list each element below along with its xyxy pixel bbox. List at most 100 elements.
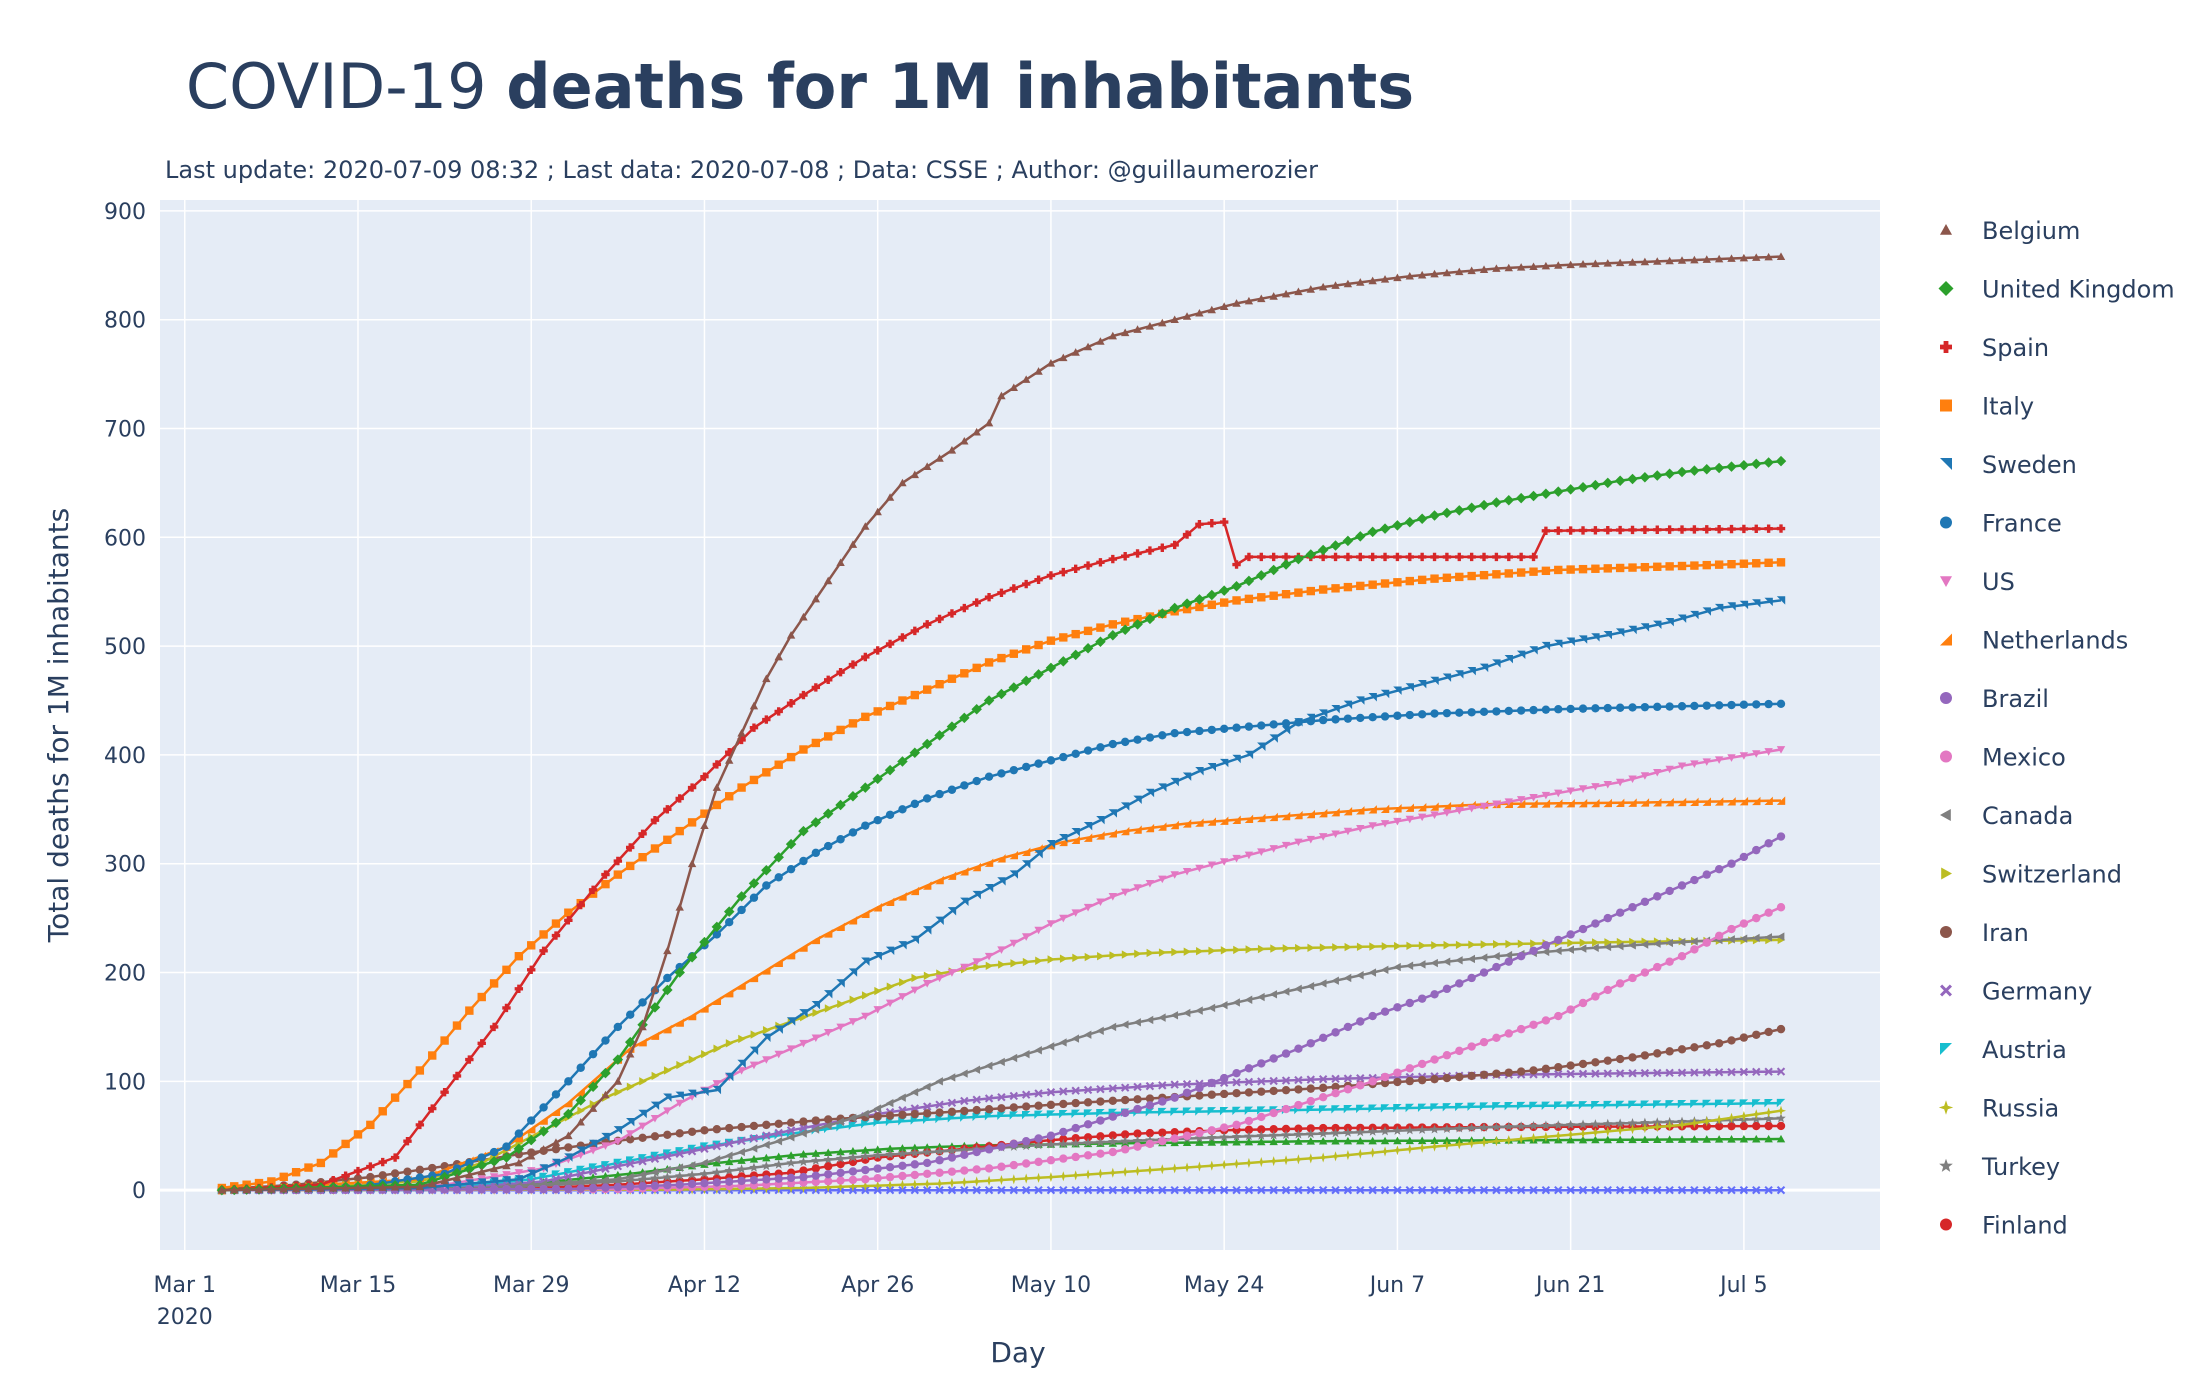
data-point	[1380, 965, 1389, 975]
data-point	[1293, 1154, 1304, 1165]
data-point	[1540, 1131, 1551, 1142]
legend-item[interactable]: France	[1940, 510, 2062, 538]
data-point	[885, 999, 895, 1008]
legend-item[interactable]: Iran	[1940, 919, 2029, 947]
data-point	[626, 1172, 634, 1182]
data-point	[1244, 1106, 1254, 1115]
data-point	[947, 674, 957, 683]
data-point	[1430, 269, 1439, 278]
x-tick-label: May 10	[1011, 1273, 1091, 1298]
data-point	[737, 1156, 746, 1164]
series-lines	[216, 252, 1787, 1196]
data-point	[1158, 1185, 1167, 1195]
data-point	[1628, 563, 1637, 572]
data-point	[960, 1106, 969, 1116]
legend-item[interactable]: Russia	[1938, 1095, 2059, 1123]
data-point	[824, 1121, 832, 1130]
data-point	[799, 1150, 808, 1158]
data-point	[1343, 1022, 1353, 1032]
data-point	[1690, 1099, 1699, 1109]
legend-item[interactable]: Netherlands	[1940, 627, 2128, 655]
data-point	[1394, 941, 1402, 951]
data-point	[1714, 1068, 1724, 1077]
data-point	[1702, 607, 1711, 616]
data-point	[1294, 1185, 1303, 1195]
data-point	[1108, 1084, 1118, 1093]
legend-item[interactable]: Italy	[1940, 393, 2034, 421]
data-point	[1096, 816, 1105, 825]
data-point	[1430, 709, 1439, 718]
data-point	[1578, 785, 1588, 793]
data-point	[1182, 867, 1192, 876]
data-point	[489, 1177, 499, 1186]
data-point	[1182, 312, 1192, 320]
data-point	[1368, 276, 1377, 285]
data-point	[1714, 1121, 1724, 1131]
data-point	[1120, 552, 1130, 561]
data-point	[824, 675, 833, 685]
data-point	[1690, 937, 1698, 946]
legend-item[interactable]: Mexico	[1940, 744, 2066, 772]
data-point	[1640, 562, 1650, 572]
data-point	[1281, 1124, 1291, 1134]
data-point	[1195, 1091, 1204, 1100]
data-point	[1083, 833, 1093, 842]
data-point	[1405, 271, 1414, 280]
data-point	[1195, 520, 1204, 529]
data-point	[1368, 1011, 1377, 1021]
data-point	[1504, 957, 1513, 966]
data-point	[1009, 1111, 1019, 1120]
data-point	[675, 1129, 684, 1138]
data-point	[1170, 315, 1179, 324]
data-point	[947, 785, 957, 794]
data-point	[614, 1088, 623, 1097]
legend-item[interactable]: Austria	[1940, 1036, 2067, 1064]
data-point	[1690, 875, 1699, 885]
data-point	[551, 931, 561, 940]
data-point	[539, 946, 548, 955]
data-point	[1120, 1083, 1130, 1092]
data-point	[711, 921, 723, 933]
data-point	[1417, 575, 1427, 585]
data-point	[1132, 619, 1143, 630]
legend-item[interactable]: Germany	[1940, 978, 2092, 1006]
data-point	[1615, 1185, 1625, 1195]
data-point	[465, 1006, 474, 1015]
data-point	[934, 730, 945, 741]
data-point	[1553, 1130, 1564, 1141]
legend-item[interactable]: US	[1940, 568, 2015, 596]
data-point	[1702, 870, 1711, 879]
legend[interactable]: Belgium United Kingdom Spain Italy Sweden Fra…	[1938, 217, 2175, 1240]
data-point	[465, 1185, 474, 1194]
data-point	[749, 701, 759, 710]
data-point	[527, 941, 536, 950]
data-point	[527, 1116, 536, 1125]
legend-item[interactable]: Sweden	[1940, 451, 2077, 479]
legend-item[interactable]: Switzerland	[1941, 861, 2122, 889]
legend-item[interactable]: Finland	[1940, 1212, 2068, 1240]
legend-label: Turkey	[1981, 1153, 2060, 1181]
data-point	[848, 828, 858, 837]
data-point	[1603, 985, 1612, 995]
data-point	[1133, 1104, 1142, 1114]
data-point	[267, 1177, 276, 1186]
data-point	[712, 800, 722, 810]
legend-item[interactable]: Turkey	[1939, 1153, 2060, 1181]
legend-item[interactable]: United Kingdom	[1938, 276, 2175, 304]
legend-item[interactable]: Belgium	[1940, 217, 2080, 245]
legend-item[interactable]: Canada	[1940, 802, 2073, 830]
data-point	[1219, 598, 1229, 607]
data-point	[1244, 851, 1254, 860]
data-point	[1493, 940, 1501, 949]
data-point	[1355, 531, 1366, 542]
data-point	[1677, 762, 1687, 771]
data-point	[1344, 942, 1353, 952]
legend-item[interactable]: Spain	[1940, 334, 2049, 362]
legend-item[interactable]: Brazil	[1940, 685, 2049, 713]
data-point	[1393, 962, 1401, 972]
data-point	[1727, 797, 1736, 806]
data-point	[1430, 990, 1439, 999]
data-point	[700, 772, 709, 781]
data-point	[1665, 702, 1674, 711]
data-point	[1243, 575, 1255, 587]
